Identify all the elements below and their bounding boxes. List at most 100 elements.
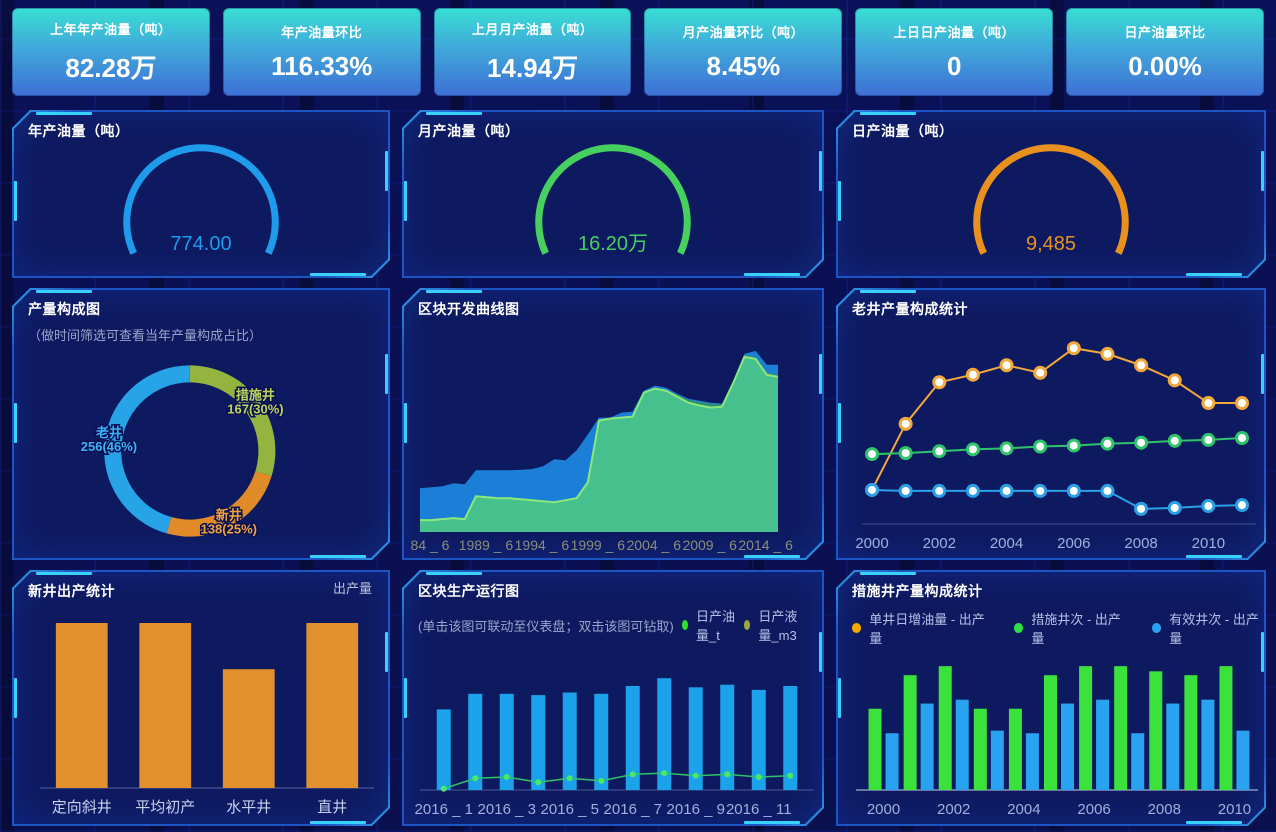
panel-title: 年产油量（吨） xyxy=(28,123,130,139)
panel-corner-accent xyxy=(744,273,800,276)
legend-item-effective-count[interactable]: 有效井次 - 出产量 xyxy=(1152,609,1264,647)
legend-output[interactable]: 出产量 xyxy=(332,581,372,596)
panel-corner-accent xyxy=(1186,273,1242,276)
panel-corner-accent xyxy=(36,572,92,575)
svg-text:2000: 2000 xyxy=(867,801,900,818)
svg-text:2016 _ 9: 2016 _ 9 xyxy=(667,801,725,818)
svg-text:直井: 直井 xyxy=(317,799,347,816)
panel-corner-accent xyxy=(310,273,366,276)
svg-text:水平井: 水平井 xyxy=(226,799,271,816)
panel-corner-accent xyxy=(860,112,916,115)
legend-label: 日产液量_m3 xyxy=(758,609,798,643)
kpi-label: 日产油量环比 xyxy=(1124,25,1206,40)
panel-corner-accent xyxy=(36,290,92,293)
svg-text:2000: 2000 xyxy=(855,535,888,552)
panel-corner-accent xyxy=(14,181,17,221)
kpi-label: 月产油量环比（吨） xyxy=(682,25,805,40)
kpi-label: 上年年产油量（吨） xyxy=(50,22,172,37)
legend-label: 日产油量_t xyxy=(696,609,736,643)
legend-label: 有效井次 - 出产量 xyxy=(1169,612,1259,646)
svg-text:1999 _ 6: 1999 _ 6 xyxy=(571,537,626,553)
panel-corner-accent xyxy=(36,112,92,115)
kpi-value: 0.00% xyxy=(1128,51,1202,81)
month-oil-gauge-chart[interactable]: 16.20万 xyxy=(404,141,822,276)
panel-corner-accent xyxy=(838,678,841,718)
panel-corner-accent xyxy=(744,821,800,824)
panel-corner-accent xyxy=(426,290,482,293)
panel-production-mix: 产量构成图 （做时间筛选可查看当年产量构成占比） 措施井 167(30%) 新井 13… xyxy=(12,288,390,560)
panel-block-development: 区块开发曲线图 84 _ 6 1989 _ 6 1994 _ 6 1999 _ 6 20… xyxy=(402,288,824,560)
panel-title: 月产油量（吨） xyxy=(418,123,520,139)
panel-day-oil-gauge: 日产油量（吨） 9,485 xyxy=(836,110,1266,278)
svg-text:774.00: 774.00 xyxy=(170,233,231,255)
day-oil-gauge-chart[interactable]: 9,485 xyxy=(838,141,1264,276)
kpi-card-prev-year-oil: 上年年产油量（吨） 82.28万 xyxy=(12,8,210,96)
panel-corner-accent xyxy=(1261,632,1264,672)
panel-corner-accent xyxy=(310,821,366,824)
svg-text:16.20万: 16.20万 xyxy=(578,233,648,255)
panel-corner-accent xyxy=(1261,151,1264,191)
panel-month-oil-gauge: 月产油量（吨） 16.20万 xyxy=(402,110,824,278)
svg-text:平均初产: 平均初产 xyxy=(135,799,195,816)
legend-item-single-well[interactable]: 单井日增油量 - 出产量 xyxy=(852,609,988,647)
panel-corner-accent xyxy=(819,354,822,394)
kpi-card-day-oil-ratio: 日产油量环比 0.00% xyxy=(1066,8,1264,96)
panel-corner-accent xyxy=(14,678,17,718)
legend-dot-blue-icon xyxy=(1152,623,1161,633)
svg-text:2009 _ 6: 2009 _ 6 xyxy=(682,537,737,553)
year-oil-gauge-chart[interactable]: 774.00 xyxy=(14,141,388,276)
svg-text:2016 _ 7: 2016 _ 7 xyxy=(604,801,662,818)
new-well-bar-chart[interactable]: 定向斜井 平均初产 水平井 直井 xyxy=(14,601,388,824)
panel-title: 日产油量（吨） xyxy=(852,123,954,139)
panel-treatment-well: 措施井产量构成统计 单井日增油量 - 出产量 措施井次 - 出产量 有效井次 -… xyxy=(836,570,1266,826)
panel-corner-accent xyxy=(14,403,17,443)
panel-new-well-output: 新井出产统计 出产量 定向斜井 平均初产 水平井 直井 xyxy=(12,570,390,826)
svg-text:1989 _ 6: 1989 _ 6 xyxy=(459,537,514,553)
panel-corner-accent xyxy=(838,403,841,443)
panel-corner-accent xyxy=(1186,821,1242,824)
svg-text:2002: 2002 xyxy=(923,535,956,552)
legend-label: 措施井次 - 出产量 xyxy=(1031,612,1121,646)
panel-corner-accent xyxy=(1186,555,1242,558)
treatment-well-bar-chart[interactable]: 2000 2002 2004 2006 2008 2010 xyxy=(838,647,1264,824)
panel-old-well-composition: 老井产量构成统计 2000 2002 2004 2006 2008 2010 xyxy=(836,288,1266,560)
kpi-value: 116.33% xyxy=(271,51,373,81)
kpi-card-prev-day-oil: 上日日产油量（吨） 0 xyxy=(855,8,1054,96)
svg-text:2016 _ 11: 2016 _ 11 xyxy=(726,801,792,818)
svg-text:定向斜井: 定向斜井 xyxy=(52,799,112,816)
panel-title: 措施井产量构成统计 xyxy=(852,583,983,599)
legend-item-liquid[interactable]: 日产液量_m3 xyxy=(744,606,808,644)
svg-text:2004 _ 6: 2004 _ 6 xyxy=(627,537,682,553)
panel-corner-accent xyxy=(838,181,841,221)
production-mix-donut-chart[interactable]: 措施井 167(30%) 新井 138(25%) 老井 256(46%) xyxy=(14,344,388,558)
old-well-line-chart[interactable]: 2000 2002 2004 2006 2008 2010 xyxy=(838,319,1264,558)
svg-text:2016 _ 1: 2016 _ 1 xyxy=(415,801,473,818)
panel-corner-accent xyxy=(860,290,916,293)
block-development-area-chart[interactable]: 84 _ 6 1989 _ 6 1994 _ 6 1999 _ 6 2004 _ 6 20… xyxy=(404,319,822,558)
svg-text:84 _ 6: 84 _ 6 xyxy=(411,537,450,553)
panel-corner-accent xyxy=(385,354,388,394)
panel-corner-accent xyxy=(426,112,482,115)
panel-corner-accent xyxy=(426,572,482,575)
panel-corner-accent xyxy=(404,181,407,221)
legend-item-treatment-count[interactable]: 措施井次 - 出产量 xyxy=(1014,609,1126,647)
panel-title: 老井产量构成统计 xyxy=(852,301,968,317)
legend-item-oil[interactable]: 日产油量_t xyxy=(682,606,736,644)
panel-corner-accent xyxy=(744,555,800,558)
svg-text:2008: 2008 xyxy=(1124,535,1157,552)
panel-subtitle: （做时间筛选可查看当年产量构成占比） xyxy=(28,328,263,343)
block-production-bar-chart[interactable]: 2016 _ 1 2016 _ 3 2016 _ 5 2016 _ 7 2016 _ 9… xyxy=(404,644,822,824)
kpi-row: 上年年产油量（吨） 82.28万 年产油量环比 116.33% 上月月产油量（吨… xyxy=(12,8,1264,96)
panel-block-production-run: 区块生产运行图 (单击该图可联动至仪表盘；双击该图可钻取) 日产油量_t 日产液… xyxy=(402,570,824,826)
legend-dot-yellow-icon xyxy=(852,623,861,633)
svg-text:2002: 2002 xyxy=(937,801,970,818)
panel-title: 区块开发曲线图 xyxy=(418,301,520,317)
svg-text:2004: 2004 xyxy=(990,535,1023,552)
kpi-card-year-oil-ratio: 年产油量环比 116.33% xyxy=(222,8,421,96)
svg-text:2006: 2006 xyxy=(1057,535,1090,552)
panel-corner-accent xyxy=(860,572,916,575)
kpi-value: 82.28万 xyxy=(65,53,157,83)
